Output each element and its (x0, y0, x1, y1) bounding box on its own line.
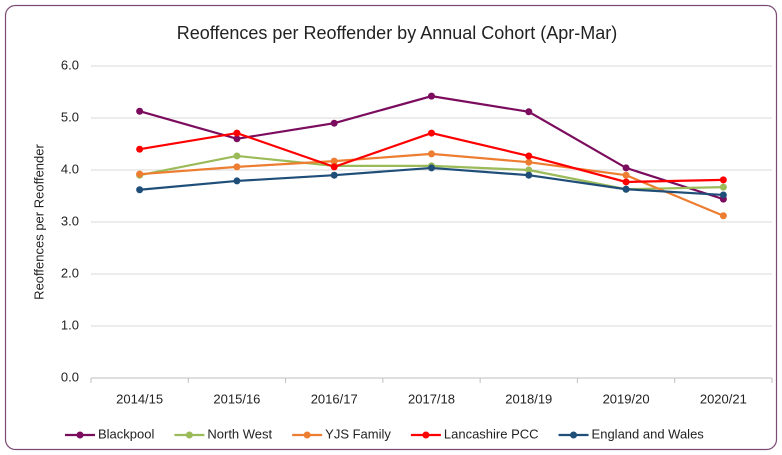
data-point (136, 145, 144, 153)
data-point (233, 177, 241, 185)
data-point (330, 157, 338, 165)
data-point (525, 108, 533, 116)
legend-label: YJS Family (325, 426, 391, 441)
x-tick-label: 2014/15 (116, 391, 163, 406)
data-point (719, 212, 727, 220)
data-point (428, 164, 435, 172)
legend-marker (422, 431, 430, 439)
data-point (525, 171, 533, 179)
data-point (233, 135, 241, 143)
data-point (428, 92, 435, 100)
legend-label: England and Wales (592, 426, 705, 441)
data-point (622, 185, 630, 193)
data-point (233, 152, 241, 160)
legend-label: Lancashire PCC (444, 426, 539, 441)
x-tick-label: 2016/17 (311, 391, 358, 406)
chart-frame (4, 4, 778, 451)
data-point (330, 171, 338, 179)
data-point (330, 119, 338, 127)
legend-marker (76, 431, 84, 439)
data-point (136, 170, 144, 178)
legend-marker (185, 431, 193, 439)
y-tick-label: 2.0 (61, 265, 79, 280)
data-point (233, 129, 241, 137)
x-tick-label: 2019/20 (603, 391, 650, 406)
y-tick-label: 1.0 (61, 317, 79, 332)
data-point (525, 166, 533, 174)
x-tick-label: 2017/18 (408, 391, 455, 406)
y-tick-label: 5.0 (61, 109, 79, 124)
legend-label: North West (207, 426, 272, 441)
x-tick-label: 2020/21 (700, 391, 747, 406)
legend-marker (303, 431, 311, 439)
y-tick-label: 6.0 (61, 57, 79, 72)
y-tick-label: 3.0 (61, 213, 79, 228)
data-point (719, 183, 727, 191)
y-axis-title: Reoffences per Reoffender (31, 144, 46, 300)
data-point (622, 171, 630, 179)
x-tick-label: 2018/19 (505, 391, 552, 406)
data-point (525, 158, 533, 166)
legend-marker (570, 431, 578, 439)
data-point (428, 150, 435, 158)
data-point (719, 176, 727, 184)
chart-title: Reoffences per Reoffender by Annual Coho… (177, 23, 618, 43)
y-tick-label: 4.0 (61, 161, 79, 176)
data-point (622, 164, 630, 172)
data-point (428, 129, 435, 137)
x-tick-label: 2015/16 (213, 391, 260, 406)
data-point (719, 191, 727, 199)
legend-label: Blackpool (98, 426, 154, 441)
data-point (525, 152, 533, 160)
data-point (233, 163, 241, 171)
data-point (136, 186, 144, 194)
data-point (330, 163, 338, 171)
data-point (622, 178, 630, 186)
y-tick-label: 0.0 (61, 369, 79, 384)
data-point (136, 107, 144, 115)
